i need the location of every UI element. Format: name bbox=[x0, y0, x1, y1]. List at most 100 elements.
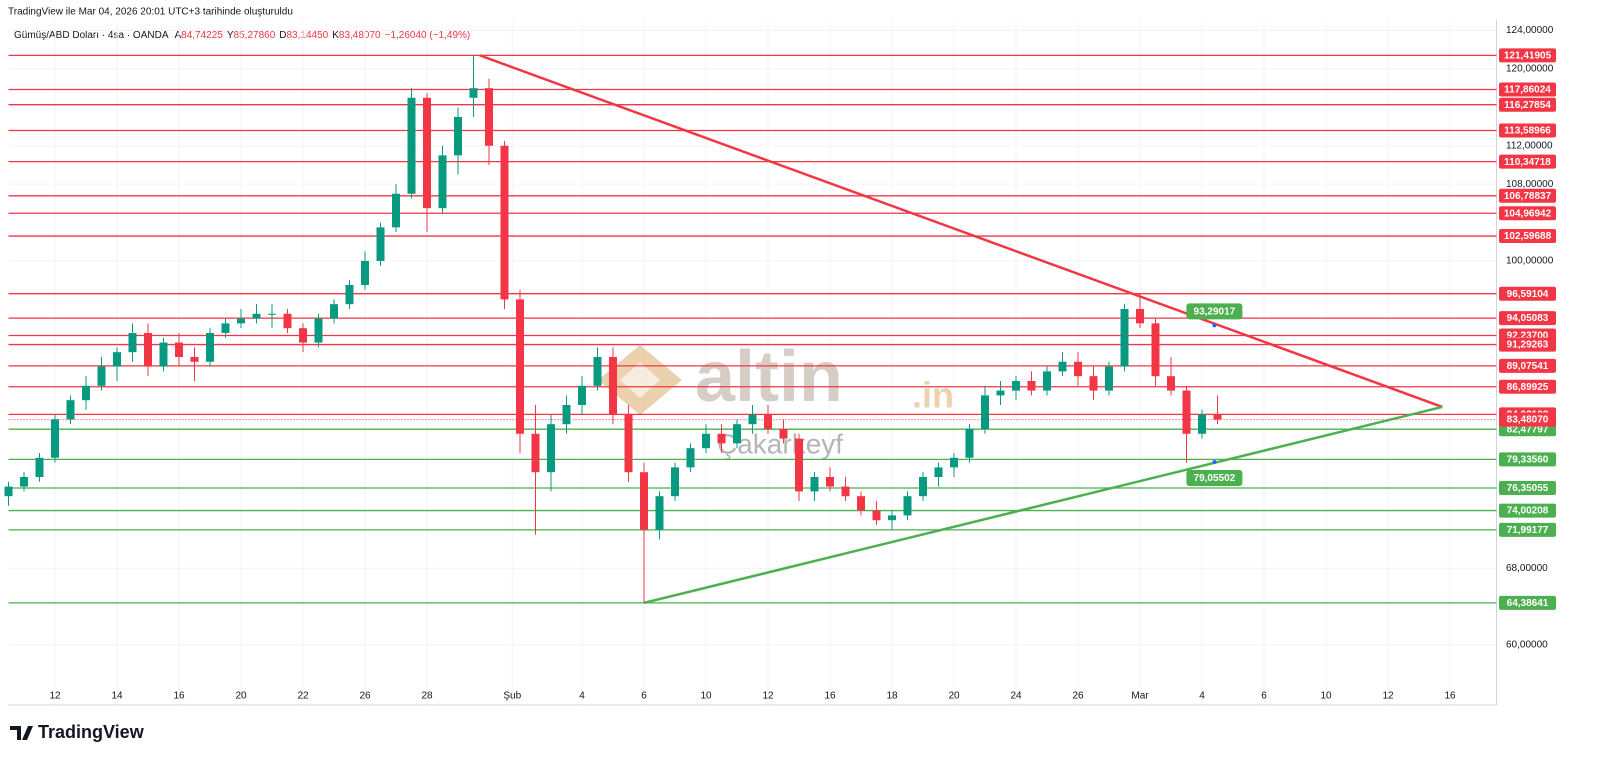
price-label: 104,96942 bbox=[1504, 208, 1552, 219]
ohlc-key: Y bbox=[227, 30, 234, 41]
y-tick-label: 120,00000 bbox=[1506, 64, 1554, 75]
candle-body bbox=[206, 332, 214, 362]
x-tick-label: 12 bbox=[49, 691, 61, 702]
price-label: 86,89925 bbox=[1507, 382, 1549, 393]
x-tick-label: 28 bbox=[421, 691, 433, 702]
price-label-box bbox=[1499, 595, 1556, 610]
candle-body bbox=[1089, 376, 1098, 391]
candle-body bbox=[717, 433, 726, 444]
price-label: 117,86024 bbox=[1504, 85, 1551, 96]
candle-body bbox=[857, 496, 865, 511]
x-tick-label: 14 bbox=[111, 691, 123, 702]
candle-body bbox=[810, 476, 819, 492]
candle-body bbox=[981, 395, 989, 429]
price-label-box bbox=[1499, 154, 1556, 169]
candle-body bbox=[252, 313, 261, 319]
price-label-box bbox=[1499, 379, 1556, 394]
ohlc-key: K bbox=[332, 30, 339, 41]
candle-body bbox=[454, 116, 462, 156]
candle-body bbox=[485, 88, 493, 146]
candle-body bbox=[268, 313, 276, 315]
price-label: 106,78837 bbox=[1504, 191, 1552, 202]
candle-body bbox=[1213, 414, 1222, 420]
callout-label: 93,29017 bbox=[1194, 307, 1236, 318]
price-label: 82,47797 bbox=[1507, 424, 1549, 435]
candle-body bbox=[144, 332, 152, 367]
watermark-icon-inner bbox=[620, 362, 660, 398]
watermark: altin .in Çakarkeyf bbox=[598, 337, 954, 459]
candle-body bbox=[640, 472, 648, 530]
candle-body bbox=[159, 342, 168, 367]
price-label: 113,58966 bbox=[1504, 126, 1551, 137]
trendline bbox=[643, 405, 1443, 605]
candle-body bbox=[66, 400, 75, 420]
price-label: 96,59104 bbox=[1507, 289, 1549, 300]
candle-body bbox=[702, 433, 710, 449]
candle-body bbox=[345, 284, 354, 305]
candle-body bbox=[888, 515, 896, 521]
callout-box bbox=[1186, 303, 1243, 320]
ohlc-value: 84,74225 bbox=[181, 30, 223, 41]
candle-body bbox=[748, 414, 757, 425]
ohlc-value: 83,14450 bbox=[287, 30, 329, 41]
callout-point bbox=[1212, 460, 1217, 465]
price-label: 83,48070 bbox=[1507, 415, 1549, 426]
price-label: 121,41905 bbox=[1504, 50, 1552, 61]
candle-body bbox=[1167, 376, 1175, 391]
candle-body bbox=[237, 318, 245, 324]
candle-body bbox=[1182, 390, 1191, 434]
price-label-box bbox=[1499, 48, 1556, 63]
candle-body bbox=[903, 496, 912, 516]
candle-body bbox=[531, 433, 540, 473]
candle-body bbox=[51, 419, 59, 458]
footer-logo: TradingView bbox=[10, 722, 145, 742]
price-label: 91,29263 bbox=[1507, 340, 1549, 351]
ohlc-value: 85,27860 bbox=[234, 30, 276, 41]
x-tick-label: 12 bbox=[762, 691, 774, 702]
x-tick-label: 6 bbox=[1261, 691, 1267, 702]
candle-body bbox=[764, 414, 772, 429]
candle-body bbox=[950, 457, 958, 468]
candle-body bbox=[113, 352, 121, 367]
price-label-box bbox=[1499, 503, 1556, 518]
price-label-box bbox=[1499, 286, 1556, 301]
candle-body bbox=[407, 97, 416, 194]
candle-body bbox=[593, 356, 602, 386]
x-tick-label: 12 bbox=[1382, 691, 1394, 702]
x-tick-label: 20 bbox=[948, 691, 960, 702]
x-tick-label: 6 bbox=[641, 691, 647, 702]
candle-body bbox=[671, 467, 679, 497]
legend-line: Gümüş/ABD Doları · 4sa · OANDA A84,74225 Y… bbox=[14, 30, 470, 41]
candle-body bbox=[35, 457, 44, 477]
price-label-box bbox=[1499, 452, 1556, 467]
candle-body bbox=[82, 385, 90, 401]
candle-body bbox=[361, 260, 369, 285]
candle-body bbox=[934, 467, 943, 477]
candle-body bbox=[516, 299, 524, 434]
x-tick-label: 4 bbox=[1199, 691, 1205, 702]
y-tick-label: 60,00000 bbox=[1506, 640, 1548, 651]
candle-body bbox=[1058, 361, 1067, 372]
ohlc-key: A bbox=[174, 30, 181, 41]
candle-body bbox=[221, 323, 230, 333]
candle-body bbox=[175, 342, 183, 357]
candle-body bbox=[1027, 380, 1036, 391]
watermark-suffix: .in bbox=[912, 375, 954, 416]
candle-body bbox=[1120, 308, 1129, 367]
price-label: 102,59688 bbox=[1504, 231, 1552, 242]
price-label: 116,27854 bbox=[1504, 100, 1551, 111]
price-label: 92,23700 bbox=[1507, 331, 1549, 342]
x-tick-label: 22 bbox=[297, 691, 309, 702]
price-label-box bbox=[1499, 82, 1556, 97]
candle-body bbox=[128, 332, 137, 353]
candle-body bbox=[376, 227, 385, 261]
candle-body bbox=[423, 97, 431, 209]
candle-body bbox=[299, 328, 307, 343]
candle-body bbox=[283, 313, 292, 329]
y-tick-label: 68,00000 bbox=[1506, 563, 1548, 574]
price-label-box bbox=[1499, 358, 1556, 373]
price-label-box bbox=[1499, 412, 1556, 427]
price-label-box bbox=[1499, 337, 1556, 352]
candle-body bbox=[1136, 308, 1144, 324]
candle-body bbox=[1012, 380, 1020, 391]
